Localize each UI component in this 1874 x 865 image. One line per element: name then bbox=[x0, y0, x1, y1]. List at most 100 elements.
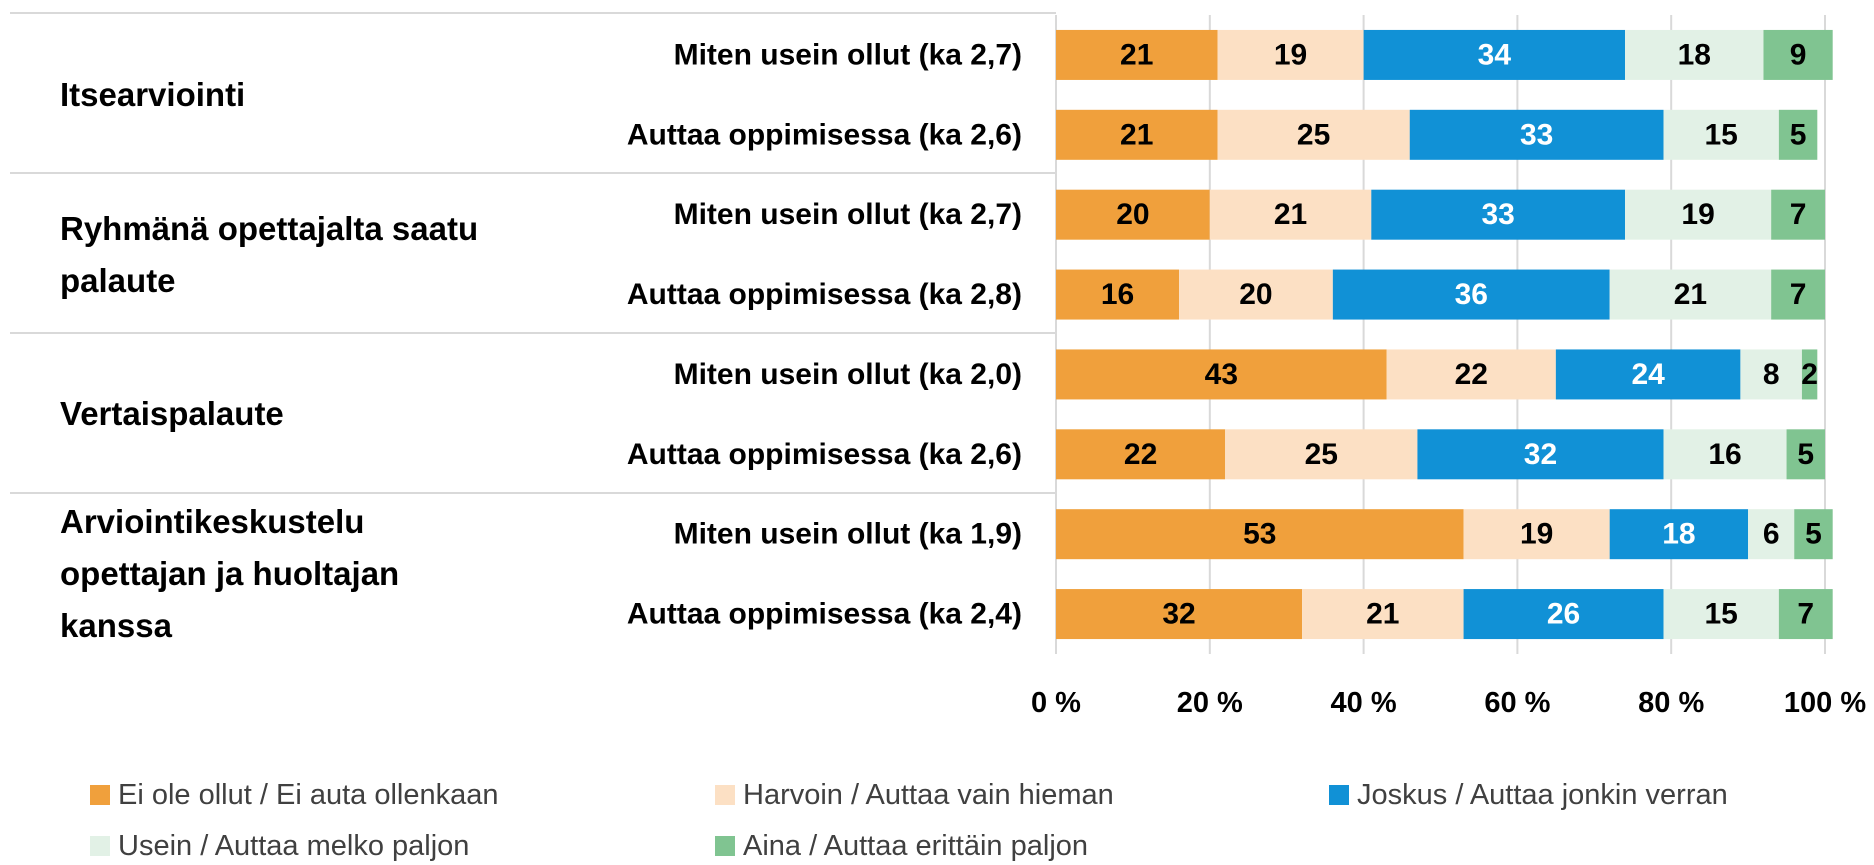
bar-segment bbox=[1778, 109, 1818, 160]
bar-segment bbox=[1056, 589, 1303, 640]
bar-segment bbox=[1763, 29, 1833, 80]
y-tick-label: Miten usein ollut (ka 2,7) bbox=[674, 38, 1022, 71]
bar-segment bbox=[1056, 109, 1218, 160]
group-label: Itsearviointi bbox=[60, 75, 246, 113]
bar-segment bbox=[1225, 429, 1418, 480]
legend-label: Aina / Auttaa erittäin paljon bbox=[743, 830, 1088, 862]
y-tick-label: Miten usein ollut (ka 1,9) bbox=[674, 518, 1022, 551]
data-label: 7 bbox=[1797, 598, 1814, 631]
y-tick-label: Auttaa oppimisessa (ka 2,4) bbox=[627, 598, 1022, 631]
bar-segment bbox=[1209, 189, 1372, 240]
data-label: 53 bbox=[1243, 518, 1276, 551]
bar-segment bbox=[1786, 429, 1825, 480]
data-label: 24 bbox=[1631, 358, 1665, 391]
data-label: 32 bbox=[1162, 598, 1195, 631]
bar-segment bbox=[1056, 189, 1210, 240]
x-tick-label: 0 % bbox=[1031, 687, 1081, 719]
data-label: 18 bbox=[1662, 518, 1695, 551]
x-tick-label: 100 % bbox=[1784, 687, 1866, 719]
bar-segment bbox=[1332, 269, 1610, 320]
group-label: Vertaispalaute bbox=[60, 395, 284, 433]
data-label: 9 bbox=[1790, 38, 1807, 71]
bar-segment bbox=[1056, 429, 1226, 480]
data-label: 26 bbox=[1547, 598, 1580, 631]
x-tick-label: 60 % bbox=[1484, 687, 1550, 719]
data-label: 6 bbox=[1763, 518, 1780, 551]
bar-segment bbox=[1625, 189, 1772, 240]
data-label: 8 bbox=[1763, 358, 1780, 391]
legend-label: Harvoin / Auttaa vain hieman bbox=[743, 779, 1114, 811]
bar-segment bbox=[1663, 109, 1779, 160]
bar-segment bbox=[1363, 29, 1626, 80]
group-separators bbox=[10, 12, 1056, 494]
data-label: 16 bbox=[1101, 278, 1134, 311]
bar-segment bbox=[1771, 189, 1825, 240]
data-label: 2 bbox=[1801, 358, 1818, 391]
bar-segment bbox=[1794, 509, 1833, 560]
group-label: Ryhmänä opettajalta saatu palaute bbox=[60, 209, 479, 299]
legend-label: Usein / Auttaa melko paljon bbox=[118, 830, 469, 862]
x-tick-label: 20 % bbox=[1177, 687, 1243, 719]
group-label: Arviointikeskustelu opettajan ja huoltaj… bbox=[60, 503, 400, 645]
data-label: 32 bbox=[1524, 438, 1557, 471]
x-tick-label: 80 % bbox=[1638, 687, 1704, 719]
bar-segment bbox=[1056, 269, 1180, 320]
bar-segment bbox=[1609, 509, 1749, 560]
bar-segment bbox=[1056, 509, 1464, 560]
data-label: 21 bbox=[1120, 38, 1153, 71]
data-label: 21 bbox=[1120, 118, 1153, 151]
data-label: 21 bbox=[1674, 278, 1707, 311]
bar-segment bbox=[1609, 269, 1772, 320]
bar-segment bbox=[1302, 589, 1464, 640]
data-label: 34 bbox=[1478, 38, 1512, 71]
data-label: 25 bbox=[1297, 118, 1330, 151]
legend-label: Joskus / Auttaa jonkin verran bbox=[1357, 779, 1728, 811]
y-tick-label: Miten usein ollut (ka 2,0) bbox=[674, 358, 1022, 391]
bar-segment bbox=[1056, 29, 1218, 80]
bar-segment bbox=[1179, 269, 1333, 320]
data-label: 5 bbox=[1797, 438, 1814, 471]
y-tick-label: Auttaa oppimisessa (ka 2,6) bbox=[627, 118, 1022, 151]
bar-segment bbox=[1463, 589, 1664, 640]
y-tick-label: Auttaa oppimisessa (ka 2,6) bbox=[627, 438, 1022, 471]
data-label: 15 bbox=[1704, 118, 1737, 151]
data-label: 5 bbox=[1790, 118, 1807, 151]
data-label: 22 bbox=[1455, 358, 1488, 391]
bar-segment bbox=[1463, 509, 1610, 560]
data-label: 25 bbox=[1305, 438, 1338, 471]
data-label: 7 bbox=[1790, 198, 1807, 231]
data-label: 33 bbox=[1481, 198, 1514, 231]
bar-segment bbox=[1748, 509, 1795, 560]
data-label: 21 bbox=[1274, 198, 1307, 231]
bar-segment bbox=[1417, 429, 1664, 480]
bar-segment bbox=[1771, 269, 1825, 320]
y-tick-label: Miten usein ollut (ka 2,7) bbox=[674, 198, 1022, 231]
bar-segment bbox=[1663, 429, 1787, 480]
bar-segment bbox=[1801, 349, 1818, 400]
data-label: 21 bbox=[1366, 598, 1399, 631]
data-label: 20 bbox=[1116, 198, 1149, 231]
bar-segment bbox=[1625, 29, 1764, 80]
bar-segment bbox=[1663, 589, 1779, 640]
legend-swatch bbox=[1329, 785, 1349, 805]
data-label: 33 bbox=[1520, 118, 1553, 151]
legend-swatch bbox=[715, 836, 735, 856]
legend-swatch bbox=[90, 785, 110, 805]
bar-segment bbox=[1371, 189, 1626, 240]
bar-segment bbox=[1409, 109, 1664, 160]
data-label: 7 bbox=[1790, 278, 1807, 311]
data-label: 19 bbox=[1274, 38, 1307, 71]
legend-label: Ei ole ollut / Ei auta ollenkaan bbox=[118, 779, 498, 811]
legend-swatch bbox=[90, 836, 110, 856]
y-tick-label: Auttaa oppimisessa (ka 2,8) bbox=[627, 278, 1022, 311]
data-label: 36 bbox=[1455, 278, 1488, 311]
data-label: 19 bbox=[1520, 518, 1553, 551]
bar-segment bbox=[1778, 589, 1833, 640]
data-label: 5 bbox=[1805, 518, 1822, 551]
bar-segment bbox=[1217, 29, 1364, 80]
data-label: 19 bbox=[1681, 198, 1714, 231]
bar-segment bbox=[1217, 109, 1410, 160]
data-label: 43 bbox=[1205, 358, 1238, 391]
